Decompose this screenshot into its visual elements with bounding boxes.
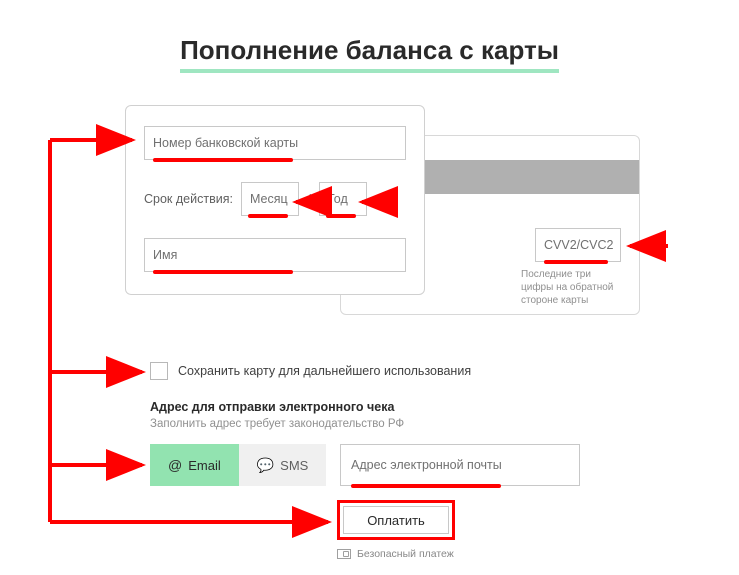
tab-email[interactable]: @ Email <box>150 444 239 486</box>
receipt-email-placeholder: Адрес электронной почты <box>351 458 502 472</box>
cardholder-name-input[interactable]: Имя <box>144 238 406 272</box>
pay-button-label: Оплатить <box>367 513 425 528</box>
annotation-underline <box>351 484 501 488</box>
speech-icon: 💬 <box>257 457 274 474</box>
receipt-email-input[interactable]: Адрес электронной почты <box>340 444 580 486</box>
expiry-year-input[interactable]: Год <box>319 182 367 216</box>
card-front: Номер банковской карты Срок действия: Ме… <box>125 105 425 295</box>
secure-card-icon <box>337 549 351 559</box>
cardholder-name-placeholder: Имя <box>153 248 177 262</box>
receipt-title: Адрес для отправки электронного чека <box>150 400 394 414</box>
cvv-input[interactable]: CVV2/CVC2 <box>535 228 621 262</box>
cvv-placeholder: CVV2/CVC2 <box>544 238 613 252</box>
cvv-hint: Последние три цифры на обратной стороне … <box>521 268 621 307</box>
at-icon: @ <box>168 457 182 473</box>
secure-payment-row: Безопасный платеж <box>337 548 454 560</box>
save-card-row: Сохранить карту для дальнейшего использо… <box>150 362 471 380</box>
expiry-separator: / <box>307 191 311 207</box>
expiry-month-placeholder: Месяц <box>250 192 288 206</box>
receipt-subtitle: Заполнить адрес требует законодательство… <box>150 418 404 430</box>
annotation-underline <box>153 270 293 274</box>
page-title: Пополнение баланса с карты <box>0 35 739 66</box>
card-number-input[interactable]: Номер банковской карты <box>144 126 406 160</box>
pay-button[interactable]: Оплатить <box>337 500 455 540</box>
channel-tabs: @ Email 💬 SMS <box>150 444 326 486</box>
tab-email-label: Email <box>188 458 221 473</box>
tab-sms[interactable]: 💬 SMS <box>239 444 327 486</box>
card-number-placeholder: Номер банковской карты <box>153 136 298 150</box>
expiry-label: Срок действия: <box>144 192 233 206</box>
expiry-row: Срок действия: Месяц / Год <box>144 182 406 216</box>
annotation-underline <box>544 260 608 264</box>
annotation-underline <box>153 158 293 162</box>
tab-sms-label: SMS <box>280 458 308 473</box>
expiry-month-input[interactable]: Месяц <box>241 182 299 216</box>
expiry-year-placeholder: Год <box>328 192 348 206</box>
save-card-checkbox[interactable] <box>150 362 168 380</box>
secure-payment-label: Безопасный платеж <box>357 548 454 560</box>
annotation-underline <box>326 214 356 218</box>
annotation-underline <box>248 214 288 218</box>
save-card-label: Сохранить карту для дальнейшего использо… <box>178 364 471 378</box>
